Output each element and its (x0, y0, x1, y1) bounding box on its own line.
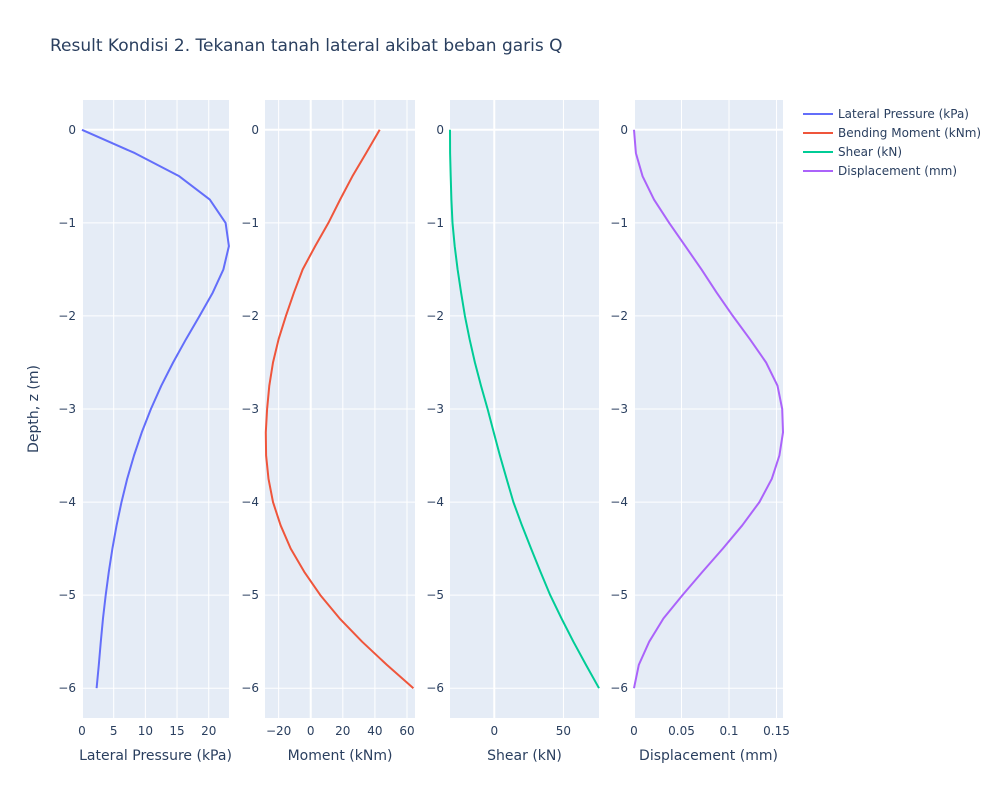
subplot-3: 0 −1 −2 −3 −4 −5 −6 0 50 Shear (kN) (426, 100, 600, 764)
legend-label: Bending Moment (kNm) (838, 126, 981, 140)
x-tick-label: 20 (335, 724, 350, 738)
y-tick-label: 0 (620, 123, 628, 137)
series-line-4[interactable] (633, 129, 784, 689)
y-axis-title: Depth, z (m) (26, 365, 42, 453)
y-tick-label: −6 (241, 681, 259, 695)
x-tick-label: 0 (78, 724, 86, 738)
legend-item-2[interactable]: Bending Moment (kNm) (803, 126, 981, 140)
y-tick-label: −6 (426, 681, 444, 695)
y-tick-label: −2 (610, 309, 628, 323)
x-tick-label: 0.1 (719, 724, 738, 738)
y-tick-label: 0 (68, 123, 76, 137)
x-axis-title: Displacement (mm) (639, 748, 778, 764)
x-axis-title: Lateral Pressure (kPa) (79, 748, 232, 764)
series-line-2[interactable] (264, 129, 415, 689)
legend[interactable]: Lateral Pressure (kPa) Bending Moment (kN… (803, 107, 981, 178)
y-tick-label: −6 (610, 681, 628, 695)
y-tick-label: −4 (58, 495, 76, 509)
y-tick-label: −4 (610, 495, 628, 509)
x-axis-title: Shear (kN) (487, 748, 562, 764)
legend-label: Shear (kN) (838, 145, 902, 159)
x-tick-label: 0 (630, 724, 638, 738)
y-tick-label: −2 (241, 309, 259, 323)
x-tick-label: 60 (399, 724, 414, 738)
y-tick-label: −1 (58, 216, 76, 230)
x-tick-label: 0.15 (763, 724, 790, 738)
x-tick-label: 10 (138, 724, 153, 738)
y-tick-label: −2 (58, 309, 76, 323)
legend-item-4[interactable]: Displacement (mm) (803, 164, 957, 178)
y-tick-label: 0 (251, 123, 259, 137)
subplot-2: 0 −1 −2 −3 −4 −5 −6 −20 0 20 40 60 Moment (kNm) (241, 100, 415, 764)
y-tick-label: −5 (426, 588, 444, 602)
x-tick-label: −20 (266, 724, 291, 738)
x-tick-label: 40 (367, 724, 382, 738)
y-tick-label: −5 (58, 588, 76, 602)
y-tick-label: −2 (426, 309, 444, 323)
x-axis-title: Moment (kNm) (288, 748, 393, 764)
y-tick-label: −3 (58, 402, 76, 416)
x-tick-label: 0 (490, 724, 498, 738)
subplot-1: 0 −1 −2 −3 −4 −5 −6 0 5 10 15 20 Lateral Pressure (k… (58, 100, 232, 764)
legend-label: Lateral Pressure (kPa) (838, 107, 969, 121)
y-tick-label: −1 (241, 216, 259, 230)
x-tick-label: 5 (110, 724, 118, 738)
y-tick-label: −4 (241, 495, 259, 509)
subplot-4: 0 −1 −2 −3 −4 −5 −6 0 0.05 0.1 0.15 Displacement (m… (610, 100, 790, 764)
y-tick-label: −1 (426, 216, 444, 230)
y-tick-label: −6 (58, 681, 76, 695)
x-tick-label: 20 (201, 724, 216, 738)
y-tick-label: −5 (241, 588, 259, 602)
subplots: 0 −1 −2 −3 −4 −5 −6 0 5 10 15 20 Lateral Pressure (k… (58, 100, 790, 764)
series-line-1[interactable] (81, 128, 230, 689)
legend-item-1[interactable]: Lateral Pressure (kPa) (803, 107, 969, 121)
y-tick-label: 0 (436, 123, 444, 137)
y-tick-label: −3 (241, 402, 259, 416)
x-tick-label: 0 (307, 724, 315, 738)
y-tick-label: −3 (426, 402, 444, 416)
x-tick-label: 15 (169, 724, 184, 738)
y-tick-label: −4 (426, 495, 444, 509)
legend-item-3[interactable]: Shear (kN) (803, 145, 902, 159)
x-tick-label: 0.05 (668, 724, 695, 738)
chart-title: Result Kondisi 2. Tekanan tanah lateral … (50, 36, 563, 56)
legend-label: Displacement (mm) (838, 164, 957, 178)
y-tick-label: −5 (610, 588, 628, 602)
x-tick-label: 50 (556, 724, 571, 738)
series-line-3[interactable] (449, 129, 600, 689)
y-tick-label: −1 (610, 216, 628, 230)
y-tick-label: −3 (610, 402, 628, 416)
